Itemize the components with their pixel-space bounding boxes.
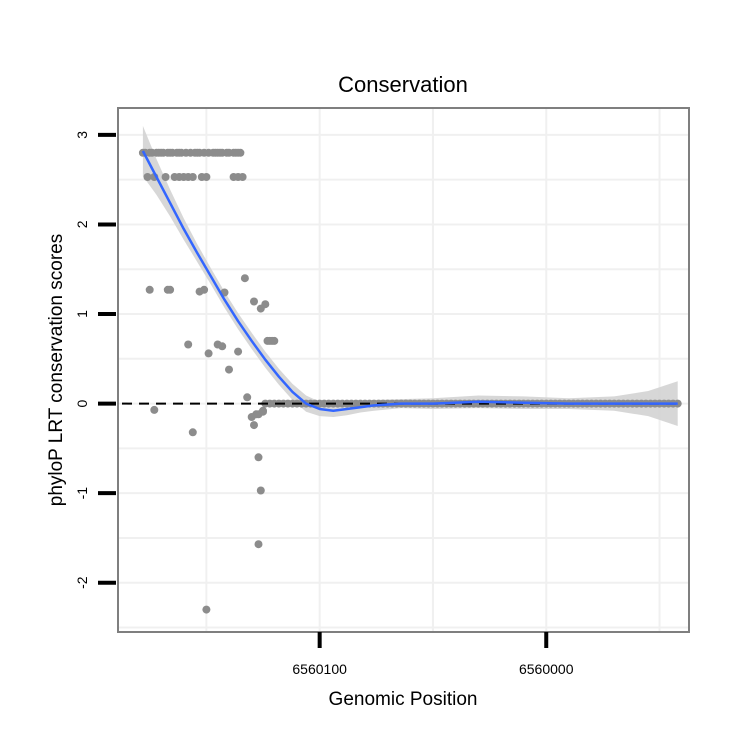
data-point: [184, 340, 193, 349]
x-axis-label: Genomic Position: [329, 689, 478, 710]
data-point: [145, 285, 154, 294]
data-point: [188, 173, 197, 181]
data-point: [218, 342, 227, 351]
y-tick-label: -2: [74, 576, 90, 589]
smooth-line-layer: [141, 150, 678, 413]
chart-title: Conservation: [338, 72, 468, 97]
data-point: [243, 393, 252, 402]
data-point: [202, 605, 211, 614]
confidence-band: [142, 125, 678, 427]
data-point: [270, 336, 279, 345]
data-point: [234, 347, 243, 356]
data-point: [247, 413, 256, 421]
x-tick-label: 6560100: [292, 661, 347, 677]
data-point: [195, 287, 204, 296]
data-point: [250, 421, 258, 430]
data-point: [254, 540, 263, 549]
data-point: [254, 453, 263, 462]
axis-layer: 6560100 6560000 -2 -1 0 1 2 3: [74, 131, 574, 677]
data-point: [259, 407, 267, 416]
confidence-band-layer: [142, 125, 678, 427]
y-axis-label: phyloP LRT conservation scores: [46, 234, 67, 507]
y-tick-label: 2: [74, 220, 90, 228]
y-tick-label: 3: [74, 131, 90, 139]
data-point: [261, 300, 270, 309]
data-point: [188, 428, 197, 437]
data-point: [166, 285, 175, 294]
panel-border: [117, 107, 690, 633]
data-point: [236, 148, 245, 157]
data-point: [204, 349, 213, 358]
data-point: [256, 486, 265, 495]
y-tick-label: 1: [74, 310, 90, 318]
y-tick-label: -1: [74, 487, 90, 500]
data-point: [150, 405, 159, 414]
data-point: [240, 274, 249, 283]
data-point: [250, 297, 258, 306]
data-point: [225, 365, 233, 374]
data-point: [143, 173, 152, 181]
data-point: [161, 173, 170, 181]
x-tick-label: 6560000: [519, 661, 574, 677]
smooth-fit-line: [141, 150, 678, 413]
points-layer: [138, 148, 682, 614]
data-point: [202, 173, 211, 181]
data-point: [145, 148, 154, 157]
y-tick-label: 0: [74, 399, 90, 407]
data-point: [238, 173, 247, 181]
